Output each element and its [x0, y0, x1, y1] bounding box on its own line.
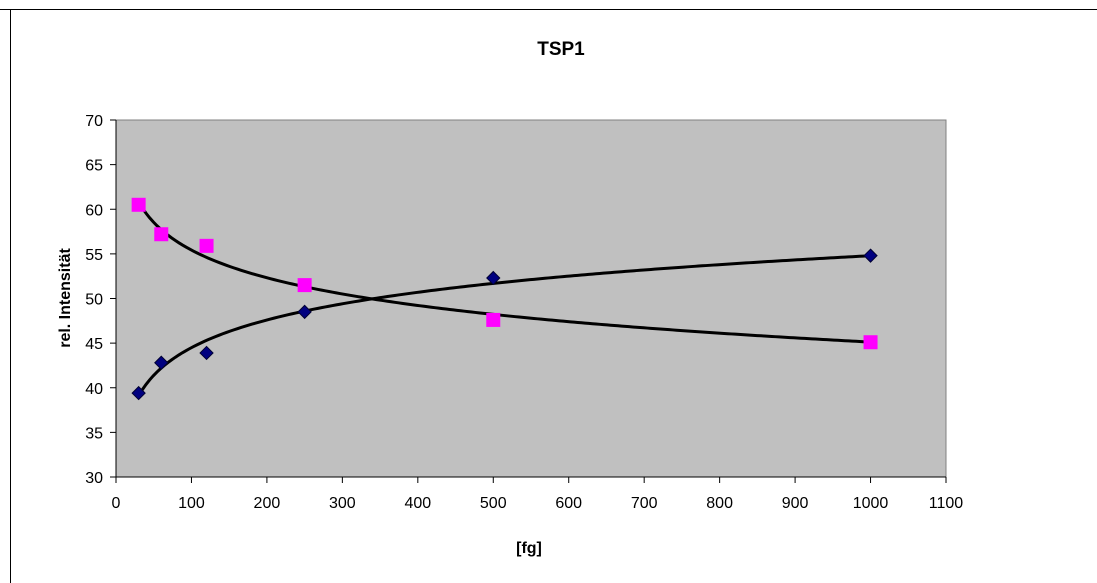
- point-diamond: [154, 355, 169, 370]
- trendline-1: [137, 254, 871, 397]
- y-tick-label: 55: [85, 247, 103, 264]
- trendline-2: [137, 201, 871, 344]
- x-tick-label: 400: [404, 495, 431, 512]
- y-tick-label: 70: [85, 113, 103, 130]
- y-tick-label: 60: [85, 202, 103, 219]
- point-square: [863, 335, 878, 350]
- x-tick-label: 0: [112, 495, 121, 512]
- point-diamond: [199, 345, 214, 361]
- y-tick-label: 65: [85, 158, 103, 175]
- point-square: [199, 238, 214, 253]
- point-square: [486, 312, 501, 327]
- x-tick-label: 500: [480, 495, 507, 512]
- y-tick-label: 40: [85, 381, 103, 398]
- point-diamond: [297, 304, 312, 320]
- x-tick-label: 900: [782, 495, 809, 512]
- y-tick-label: 30: [85, 470, 103, 487]
- x-tick-label: 100: [178, 495, 205, 512]
- point-diamond: [863, 248, 878, 263]
- point-square: [154, 227, 169, 242]
- data-points: [131, 197, 878, 401]
- x-tick-label: 1000: [853, 495, 889, 512]
- x-axis-title: [fg]: [516, 540, 542, 557]
- point-diamond: [131, 385, 146, 401]
- x-tick-label: 200: [254, 495, 281, 512]
- chart-frame: [10, 9, 1096, 583]
- y-tick-label: 50: [85, 292, 103, 309]
- plot-area: [115, 119, 947, 478]
- point-diamond: [486, 270, 501, 286]
- x-tick-label: 600: [555, 495, 582, 512]
- chart-title: TSP1: [537, 39, 585, 60]
- point-square: [131, 197, 146, 212]
- x-tick-label: 700: [631, 495, 658, 512]
- trendlines: [137, 201, 871, 397]
- y-tick-label: 35: [85, 425, 103, 442]
- x-tick-label: 1100: [929, 495, 964, 512]
- x-tick-label: 800: [706, 495, 733, 512]
- y-tick-label: 45: [85, 336, 103, 353]
- y-axis-title: rel. Intensität: [57, 248, 74, 348]
- point-square: [297, 278, 312, 293]
- x-tick-label: 300: [329, 495, 356, 512]
